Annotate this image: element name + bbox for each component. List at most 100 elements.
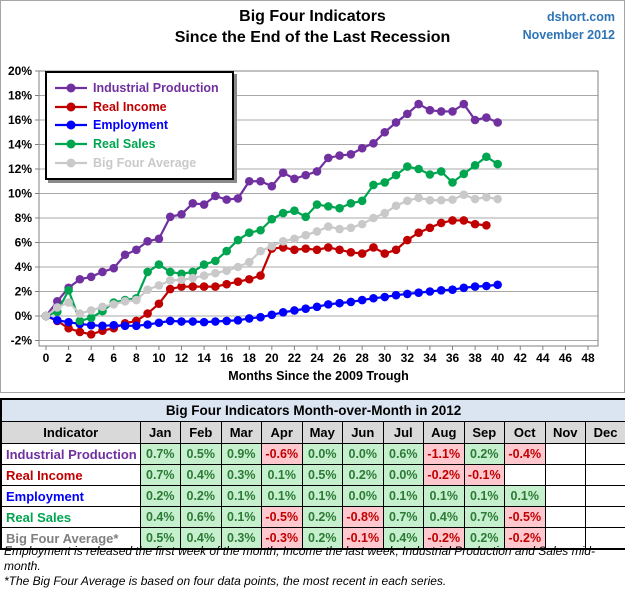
data-point-big-four-average xyxy=(459,190,468,199)
footnote-release-schedule: Employment is released the first week of… xyxy=(4,544,625,574)
y-tick-label: 10% xyxy=(8,187,32,201)
data-point-real-income xyxy=(347,248,356,257)
data-point-real-sales xyxy=(166,268,175,277)
data-point-big-four-average xyxy=(222,266,231,275)
data-point-big-four-average xyxy=(380,209,389,218)
data-point-big-four-average xyxy=(109,300,118,309)
value-cell-employment-aug: 0.1% xyxy=(424,486,465,507)
value-cell-real-sales-sep: 0.7% xyxy=(464,507,505,528)
data-point-industrial-production xyxy=(369,139,378,148)
data-point-big-four-average xyxy=(392,201,401,210)
x-tick-label: 6 xyxy=(110,351,117,365)
data-point-employment xyxy=(211,317,220,326)
column-header-jul: Jul xyxy=(383,422,424,444)
x-tick-label: 32 xyxy=(401,351,415,365)
data-point-big-four-average xyxy=(76,309,85,318)
data-point-industrial-production xyxy=(414,100,423,109)
value-cell-employment-mar: 0.1% xyxy=(221,486,262,507)
data-point-real-sales xyxy=(324,202,333,211)
x-tick-label: 38 xyxy=(468,351,482,365)
legend-marker-real-income xyxy=(55,101,87,113)
data-point-real-sales xyxy=(279,209,288,218)
data-point-industrial-production xyxy=(98,268,107,277)
column-header-may: May xyxy=(302,422,343,444)
value-cell-real-income-apr: 0.1% xyxy=(262,465,303,486)
data-point-employment xyxy=(471,282,480,291)
data-point-real-sales xyxy=(426,170,435,179)
x-tick-label: 44 xyxy=(536,351,550,365)
data-point-real-sales xyxy=(64,286,73,295)
data-point-real-sales xyxy=(87,314,96,323)
data-point-real-income xyxy=(437,219,446,228)
data-point-real-sales xyxy=(493,160,502,169)
indicator-label-industrial-production: Industrial Production xyxy=(1,444,140,465)
data-point-big-four-average xyxy=(324,222,333,231)
y-tick-label: 4% xyxy=(15,260,33,274)
data-point-industrial-production xyxy=(335,151,344,160)
column-header-nov: Nov xyxy=(545,422,586,444)
data-point-big-four-average xyxy=(132,296,141,305)
data-point-real-sales xyxy=(459,170,468,179)
data-point-employment xyxy=(234,316,243,325)
data-point-big-four-average xyxy=(177,276,186,285)
y-tick-label: 8% xyxy=(15,211,33,225)
x-tick-label: 46 xyxy=(559,351,573,365)
data-point-real-income xyxy=(234,277,243,286)
value-cell-industrial-production-feb: 0.5% xyxy=(181,444,222,465)
data-point-industrial-production xyxy=(87,273,96,282)
data-point-real-income xyxy=(313,246,322,255)
value-cell-industrial-production-jan: 0.7% xyxy=(140,444,181,465)
value-cell-industrial-production-aug: -1.1% xyxy=(424,444,465,465)
data-point-big-four-average xyxy=(53,303,62,312)
footnotes: Employment is released the first week of… xyxy=(4,544,625,590)
value-cell-real-sales-mar: 0.1% xyxy=(221,507,262,528)
value-cell-industrial-production-jul: 0.6% xyxy=(383,444,424,465)
data-point-industrial-production xyxy=(166,212,175,221)
legend-label-real-income: Real Income xyxy=(93,100,167,114)
column-header-oct: Oct xyxy=(505,422,546,444)
y-tick-label: 14% xyxy=(8,138,32,152)
data-point-real-income xyxy=(245,275,254,284)
data-point-industrial-production xyxy=(380,128,389,137)
data-point-industrial-production xyxy=(245,177,254,186)
data-point-real-income xyxy=(403,236,412,245)
data-point-real-sales xyxy=(268,215,277,224)
data-point-employment xyxy=(392,291,401,300)
data-point-employment xyxy=(459,284,468,293)
data-point-employment xyxy=(64,318,73,327)
data-point-industrial-production xyxy=(301,171,310,180)
data-point-real-income xyxy=(482,221,491,230)
data-point-big-four-average xyxy=(98,303,107,312)
mom-table: Big Four Indicators Month-over-Month in … xyxy=(0,398,625,550)
data-point-industrial-production xyxy=(155,235,164,244)
data-point-real-sales xyxy=(301,212,310,221)
value-cell-real-income-jan: 0.7% xyxy=(140,465,181,486)
value-cell-industrial-production-nov xyxy=(545,444,586,465)
data-point-industrial-production xyxy=(177,210,186,219)
data-point-big-four-average xyxy=(403,197,412,206)
indicator-label-real-sales: Real Sales xyxy=(1,507,140,528)
data-point-big-four-average xyxy=(245,258,254,267)
column-header-jan: Jan xyxy=(140,422,181,444)
data-point-real-sales xyxy=(392,171,401,180)
chart-panel: Big Four Indicators Since the End of the… xyxy=(0,0,625,393)
data-point-industrial-production xyxy=(437,107,446,116)
data-point-industrial-production xyxy=(426,106,435,115)
data-point-industrial-production xyxy=(448,107,457,116)
data-point-real-sales xyxy=(313,200,322,209)
data-point-real-sales xyxy=(200,260,209,269)
x-tick-label: 34 xyxy=(423,351,437,365)
x-tick-label: 42 xyxy=(514,351,528,365)
data-point-employment xyxy=(87,321,96,330)
footnote-average-definition: *The Big Four Average is based on four d… xyxy=(4,574,625,589)
data-point-big-four-average xyxy=(301,231,310,240)
value-cell-employment-jun: 0.0% xyxy=(343,486,384,507)
x-tick-label: 26 xyxy=(333,351,347,365)
data-point-big-four-average xyxy=(87,306,96,315)
data-point-employment xyxy=(268,310,277,319)
data-point-employment xyxy=(313,303,322,312)
data-point-real-sales xyxy=(448,178,457,187)
data-point-industrial-production xyxy=(324,154,333,163)
value-cell-real-sales-apr: -0.5% xyxy=(262,507,303,528)
